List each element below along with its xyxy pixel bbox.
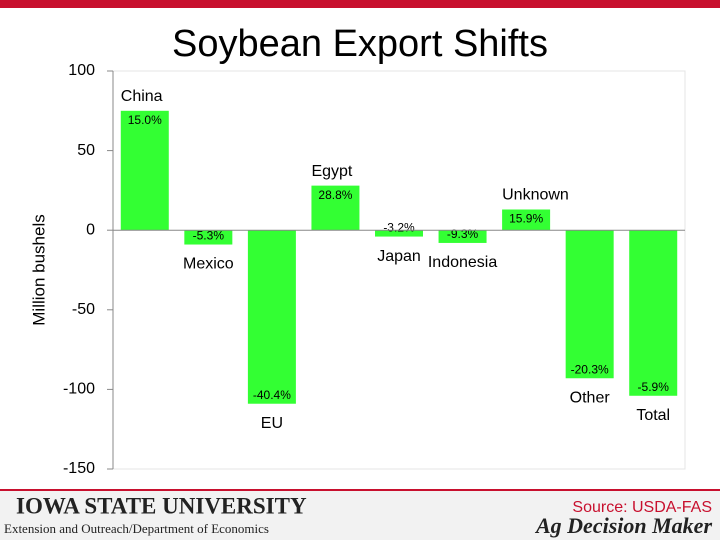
source: Source: USDA-FAS — [572, 499, 712, 516]
bar — [565, 230, 614, 379]
brand: Ag Decision Maker — [534, 513, 712, 538]
percent-label: 28.8% — [318, 188, 352, 202]
percent-label: -5.9% — [638, 380, 670, 394]
percent-label: -9.3% — [447, 227, 479, 241]
bar — [247, 230, 296, 404]
chart-title: Soybean Export Shifts — [172, 23, 548, 65]
category-label: Unknown — [502, 187, 569, 204]
bar — [311, 185, 360, 231]
top-stripe — [0, 0, 720, 8]
category-label: Total — [636, 407, 670, 424]
university-name: Iowa State University — [16, 493, 307, 518]
bar — [375, 230, 423, 237]
percent-label: -20.3% — [571, 362, 609, 376]
category-label: China — [121, 88, 163, 105]
category-label: EU — [261, 415, 283, 432]
bar — [438, 230, 487, 243]
y-axis-label: Million bushels — [29, 214, 48, 326]
category-label: Mexico — [183, 256, 234, 273]
y-tick-label: -150 — [63, 460, 95, 477]
percent-label: 15.0% — [128, 113, 162, 127]
y-tick-label: 0 — [86, 221, 95, 238]
y-tick-label: -100 — [63, 381, 95, 398]
category-label: Japan — [377, 248, 421, 265]
bar — [120, 110, 169, 231]
category-label: Other — [570, 389, 611, 406]
category-label: Egypt — [311, 163, 352, 180]
bar — [502, 209, 551, 231]
category-label: Indonesia — [428, 254, 497, 271]
y-tick-label: 100 — [68, 62, 95, 79]
percent-label: -5.3% — [193, 229, 225, 243]
bar — [629, 230, 678, 396]
percent-label: -3.2% — [383, 221, 415, 235]
percent-label: 15.9% — [509, 212, 543, 226]
department: Extension and Outreach/Department of Eco… — [4, 521, 269, 536]
percent-label: -40.4% — [253, 388, 291, 402]
bar — [184, 230, 233, 245]
footer-band — [0, 490, 720, 540]
y-tick-label: 50 — [77, 142, 95, 159]
y-tick-label: -50 — [72, 301, 95, 318]
